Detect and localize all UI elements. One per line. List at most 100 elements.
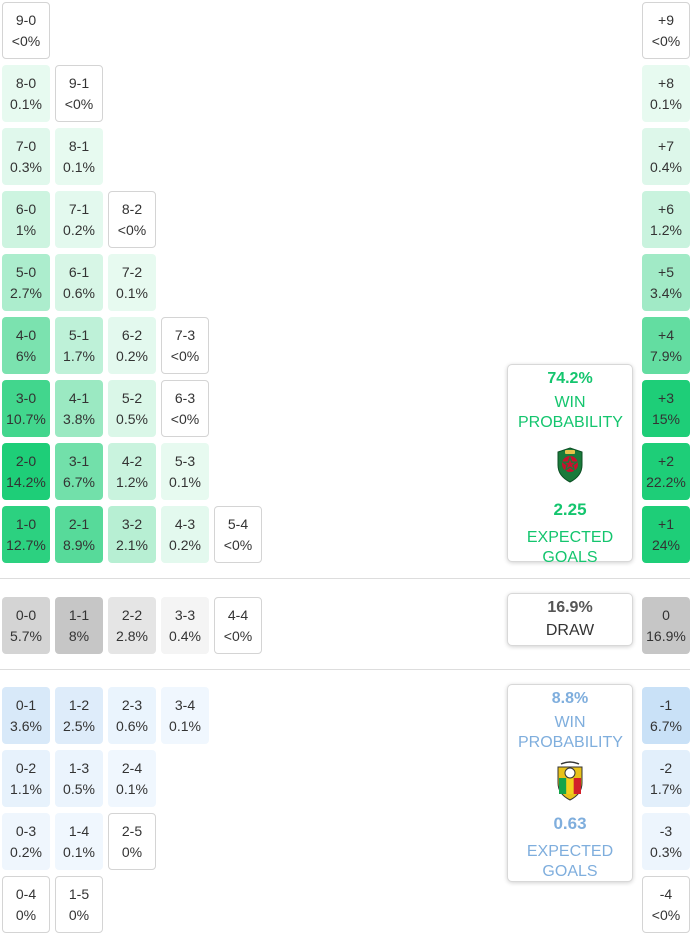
cell-probability: 0.1% <box>169 473 201 490</box>
cell-score: 1-4 <box>68 822 90 839</box>
cell-probability: 0.2% <box>10 843 42 860</box>
away-win-card: 8.8% WIN PROBABILITY 0.63 EXPECTED GOALS <box>507 684 633 882</box>
cell-probability: <0% <box>223 536 253 553</box>
cell-score: +5 <box>658 263 674 280</box>
cell-probability: 1.1% <box>10 780 42 797</box>
cell-score: 5-3 <box>174 452 196 469</box>
away-win-cell-3-4: 3-4 0.1% <box>161 687 209 744</box>
home-win-cell-4-0: 4-0 6% <box>2 317 50 374</box>
cell-score: 5-0 <box>15 263 37 280</box>
cell-probability: 0.5% <box>116 410 148 427</box>
home-win-cell-7-2: 7-2 0.1% <box>108 254 156 311</box>
cell-score: 1-2 <box>68 696 90 713</box>
cell-probability: 2.7% <box>10 284 42 301</box>
margin-cell-+7: +7 0.4% <box>642 128 690 185</box>
cell-score: 0-4 <box>15 885 37 902</box>
cell-score: +9 <box>658 11 674 28</box>
cell-score: 2-0 <box>15 452 37 469</box>
cell-probability: 3.6% <box>10 717 42 734</box>
cell-score: 3-4 <box>174 696 196 713</box>
cell-score: 2-3 <box>121 696 143 713</box>
cell-probability: 2.5% <box>63 717 95 734</box>
home-win-cell-5-0: 5-0 2.7% <box>2 254 50 311</box>
cell-score: 1-0 <box>15 515 37 532</box>
cell-probability: 2.8% <box>116 627 148 644</box>
cell-score: 6-2 <box>121 326 143 343</box>
cell-score: 2-4 <box>121 759 143 776</box>
cell-score: 2-1 <box>68 515 90 532</box>
cell-score: 4-0 <box>15 326 37 343</box>
home-win-cell-4-1: 4-1 3.8% <box>55 380 103 437</box>
cell-probability: 6.7% <box>650 717 682 734</box>
cell-score: 8-1 <box>68 137 90 154</box>
cell-probability: 5.7% <box>10 627 42 644</box>
cell-score: 7-2 <box>121 263 143 280</box>
cell-probability: <0% <box>170 347 200 364</box>
home-win-cell-2-0: 2-0 14.2% <box>2 443 50 500</box>
cell-probability: <0% <box>64 95 94 112</box>
cell-score: 7-1 <box>68 200 90 217</box>
away-win-cell-0-2: 0-2 1.1% <box>2 750 50 807</box>
cell-probability: 0% <box>15 906 37 923</box>
home-win-cell-5-2: 5-2 0.5% <box>108 380 156 437</box>
cell-probability: 0.1% <box>10 95 42 112</box>
home-win-cell-8-0: 8-0 0.1% <box>2 65 50 122</box>
margin-cell-+6: +6 1.2% <box>642 191 690 248</box>
cell-score: 9-1 <box>68 74 90 91</box>
margin-cell-+1: +1 24% <box>642 506 690 563</box>
cell-probability: 0% <box>121 843 143 860</box>
away-win-cell-0-4: 0-4 0% <box>2 876 50 933</box>
cell-probability: 14.2% <box>6 473 46 490</box>
home-win-cell-6-0: 6-0 1% <box>2 191 50 248</box>
cell-probability: 6% <box>15 347 37 364</box>
draw-label: DRAW <box>545 622 595 639</box>
cell-score: 6-3 <box>174 389 196 406</box>
cell-probability: 0.2% <box>63 221 95 238</box>
cell-probability: 7.9% <box>650 347 682 364</box>
margin-cell-+8: +8 0.1% <box>642 65 690 122</box>
cell-score: 6-1 <box>68 263 90 280</box>
cell-probability: <0% <box>651 906 681 923</box>
cell-score: +6 <box>658 200 674 217</box>
cell-score: 7-3 <box>174 326 196 343</box>
margin-cell--2: -2 1.7% <box>642 750 690 807</box>
home-win-cell-7-1: 7-1 0.2% <box>55 191 103 248</box>
cell-probability: 0.1% <box>63 843 95 860</box>
cell-score: 5-1 <box>68 326 90 343</box>
cell-probability: 0.4% <box>650 158 682 175</box>
cell-probability: <0% <box>11 32 41 49</box>
mali-crest-icon <box>555 761 585 806</box>
cell-probability: 0% <box>68 906 90 923</box>
margin-cell--1: -1 6.7% <box>642 687 690 744</box>
away-expected-goals: 0.63 <box>553 814 587 833</box>
home-win-cell-4-2: 4-2 1.2% <box>108 443 156 500</box>
cell-score: 8-0 <box>15 74 37 91</box>
home-win-cell-3-1: 3-1 6.7% <box>55 443 103 500</box>
cell-score: 4-1 <box>68 389 90 406</box>
home-win-cell-6-1: 6-1 0.6% <box>55 254 103 311</box>
cell-score: 7-0 <box>15 137 37 154</box>
draw-cell-1-1: 1-1 8% <box>55 597 103 654</box>
cell-score: 4-4 <box>227 606 249 623</box>
home-win-cell-3-0: 3-0 10.7% <box>2 380 50 437</box>
home-win-card: 74.2% WIN PROBABILITY 2.25 EXPECTED GOAL… <box>507 364 633 566</box>
cell-probability: 1.7% <box>63 347 95 364</box>
cell-score: 3-1 <box>68 452 90 469</box>
cell-probability: 1.7% <box>650 780 682 797</box>
cell-probability: 0.2% <box>116 347 148 364</box>
cell-score: +1 <box>658 515 674 532</box>
margin-cell--4: -4 <0% <box>642 876 690 933</box>
draw-pct: 16.9% <box>547 599 593 616</box>
cell-probability: 1.2% <box>650 221 682 238</box>
cell-score: 4-3 <box>174 515 196 532</box>
cell-score: 5-2 <box>121 389 143 406</box>
draw-cell-2-2: 2-2 2.8% <box>108 597 156 654</box>
cell-probability: 0.3% <box>650 843 682 860</box>
cell-probability: 1% <box>15 221 37 238</box>
away-win-cell-2-5: 2-5 0% <box>108 813 156 870</box>
away-win-pct: 8.8% <box>551 690 589 707</box>
cell-probability: 3.4% <box>650 284 682 301</box>
home-win-cell-6-2: 6-2 0.2% <box>108 317 156 374</box>
home-win-cell-6-3: 6-3 <0% <box>161 380 209 437</box>
home-win-cell-9-1: 9-1 <0% <box>55 65 103 122</box>
